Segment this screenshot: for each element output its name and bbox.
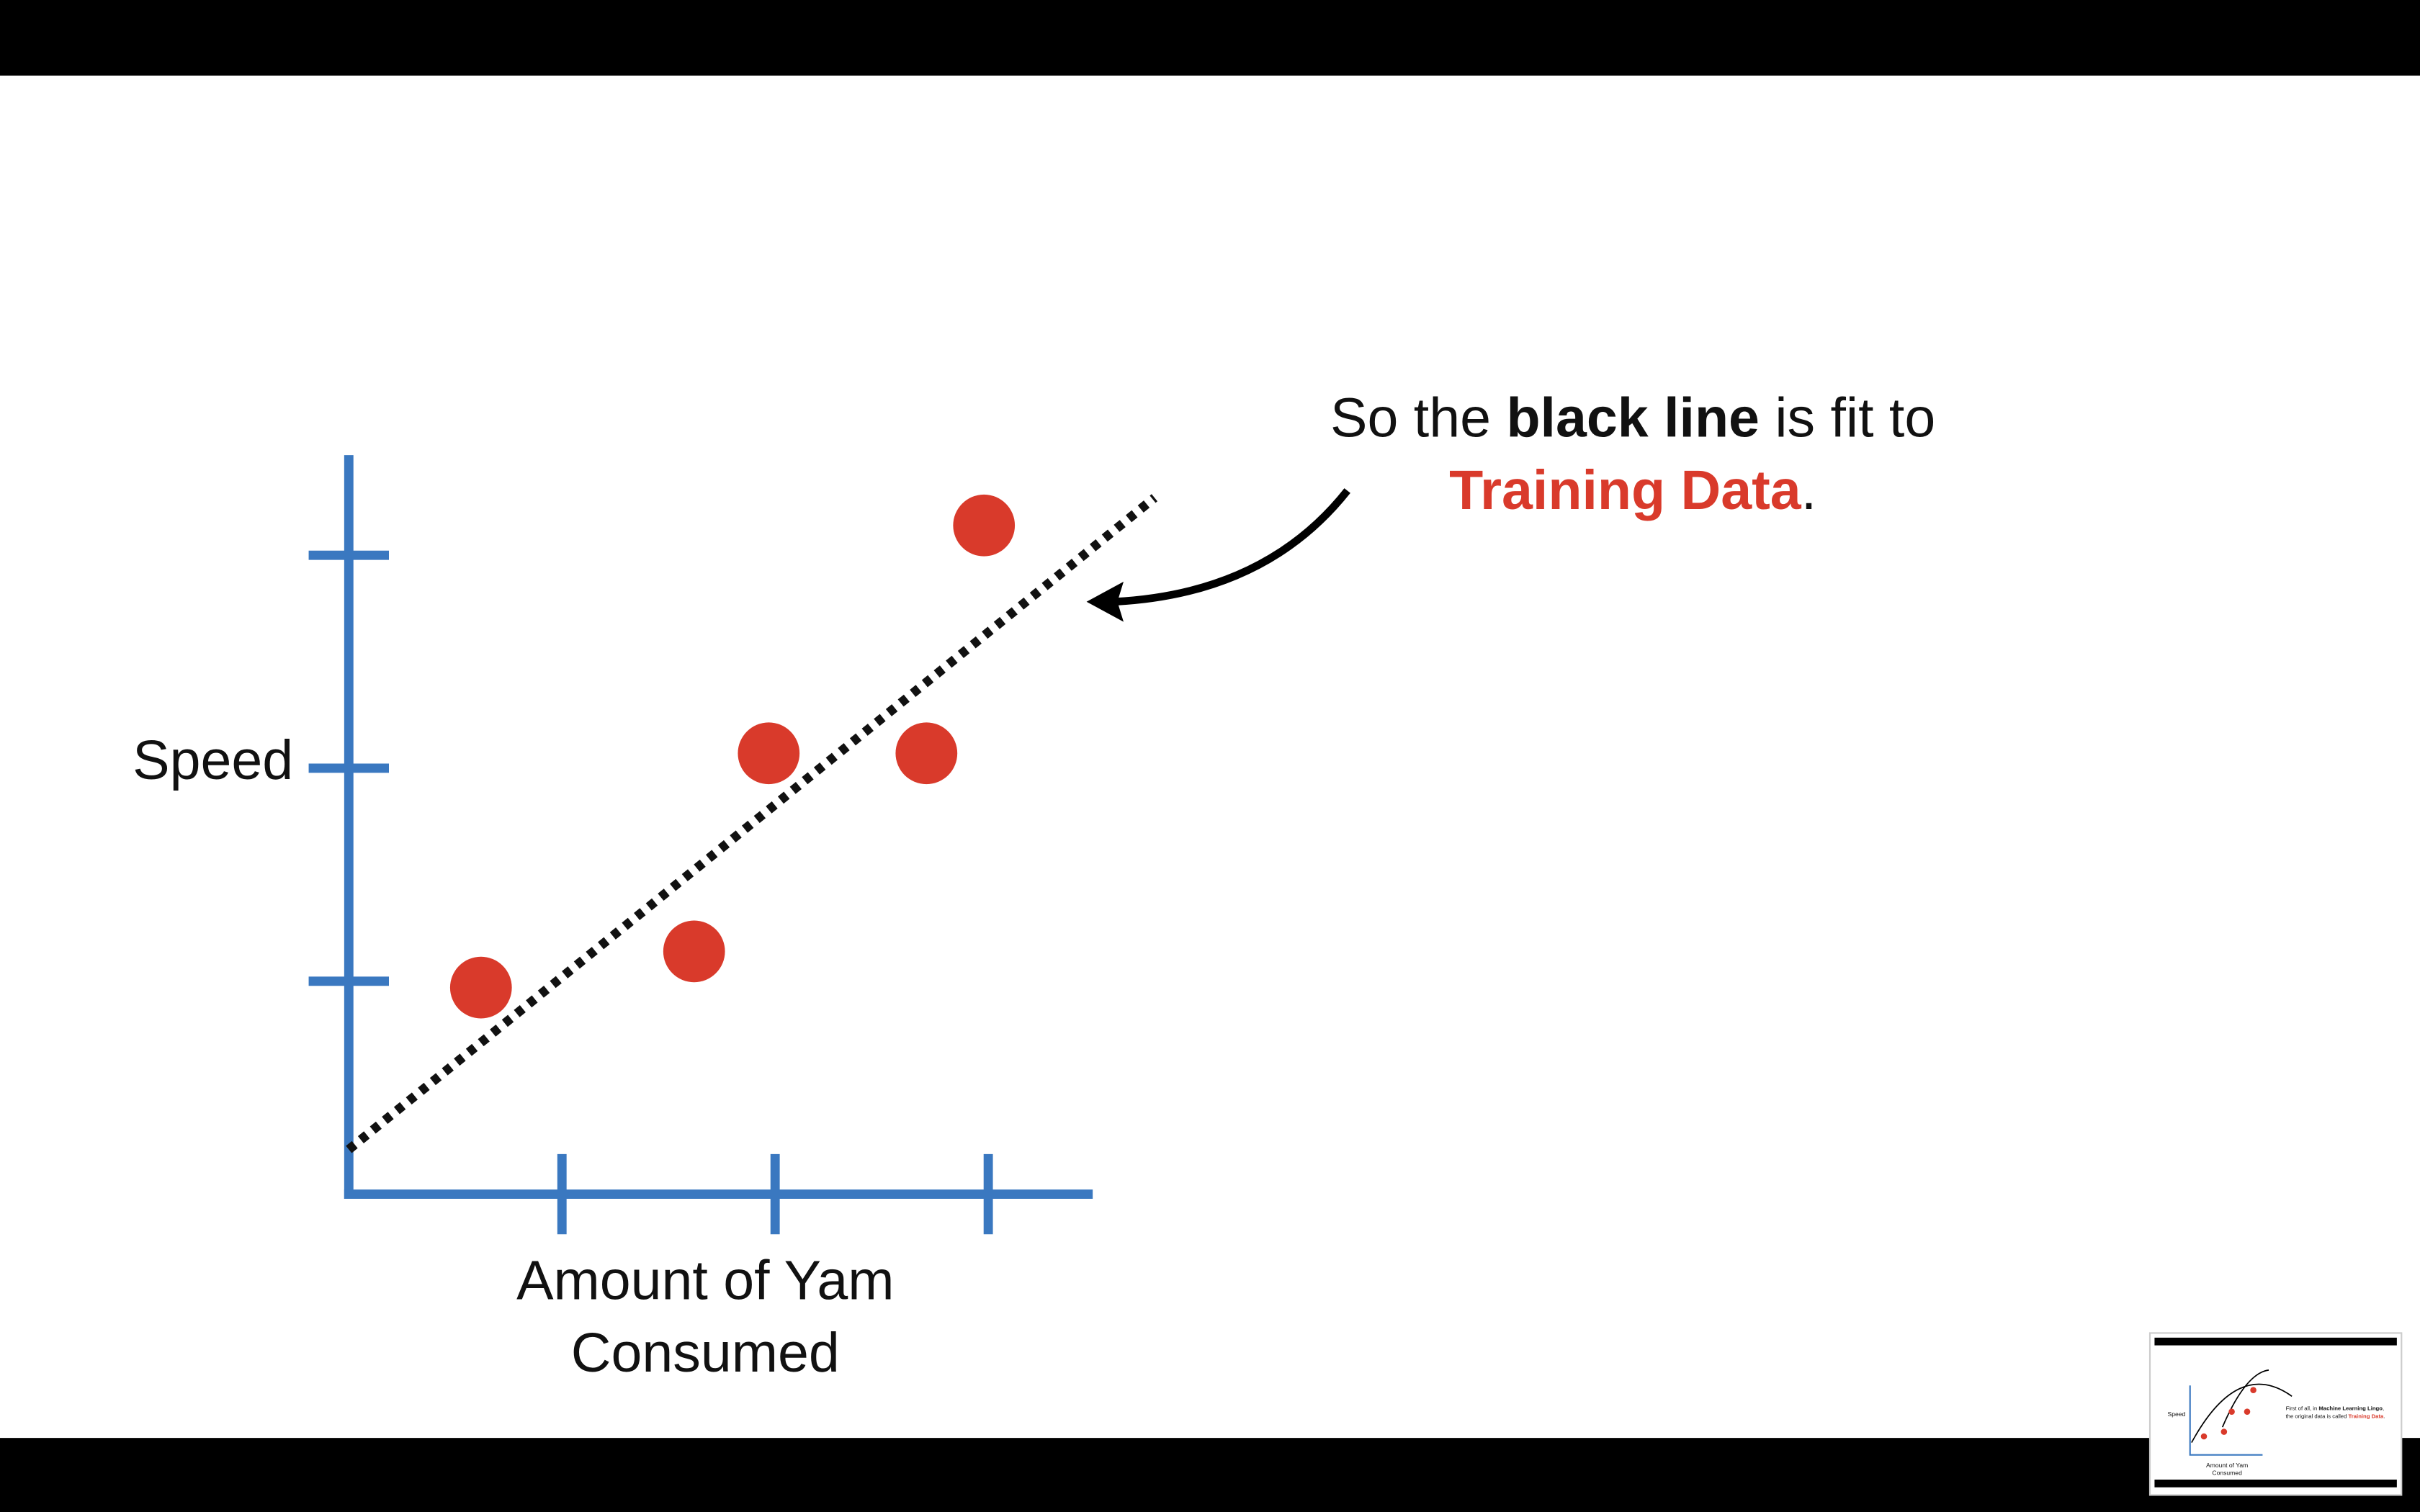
thumbnail-xlabel: Amount of Yam [2206, 1462, 2248, 1469]
annotation-bold: black line [1506, 387, 1760, 449]
thumbnail-bar [2154, 1480, 2397, 1488]
thumbnail[interactable]: Speed Amount of Yam Consumed First of al… [2148, 1332, 2403, 1496]
x-axis-label: Consumed [571, 1322, 840, 1384]
caption-text: First of all, in [2286, 1405, 2319, 1412]
caption-text: the original data is called [2286, 1413, 2349, 1419]
x-axis-label: Amount of Yam [516, 1249, 894, 1311]
annotation-highlight: Training Data [1449, 459, 1802, 521]
annotation-text: So the [1330, 387, 1506, 449]
arrow-head [1086, 581, 1124, 622]
annotation: So the black line is fit to [1330, 387, 1935, 449]
annotation: Training Data. [1449, 459, 1816, 521]
thumbnail-point [2200, 1433, 2208, 1440]
thumbnail-curves [2191, 1369, 2293, 1443]
data-point [895, 722, 958, 785]
annotation-text: . [1801, 459, 1816, 521]
thumbnail-bar [2154, 1337, 2397, 1346]
thumbnail-caption: First of all, in Machine Learning Lingo, [2286, 1405, 2385, 1412]
thumbnail-xlabel: Consumed [2212, 1470, 2242, 1477]
caption-bold: Machine Learning Lingo [2318, 1405, 2383, 1412]
caption-text: , [2383, 1405, 2384, 1412]
thumbnail-axes [2189, 1385, 2263, 1456]
thumbnail-point [2228, 1408, 2235, 1415]
arrow [1113, 488, 1350, 606]
thumbnail-caption: the original data is called Training Dat… [2286, 1413, 2385, 1419]
thumbnail-point [2220, 1428, 2228, 1435]
y-axis-label: Speed [133, 729, 293, 791]
annotation-text: is fit to [1760, 387, 1935, 449]
data-point [738, 722, 800, 785]
caption-text: . [2383, 1413, 2385, 1419]
data-point [449, 956, 512, 1019]
caption-highlight: Training Data [2349, 1413, 2385, 1419]
fit-line [346, 494, 1158, 1153]
thumbnail-point [2250, 1387, 2257, 1393]
slide [0, 76, 2420, 1439]
data-point [953, 494, 1016, 557]
thumbnail-ylabel: Speed [2168, 1410, 2186, 1418]
thumbnail-point [2244, 1408, 2251, 1415]
data-point [663, 920, 725, 983]
chart: Speed Amount of Yam Consumed [133, 455, 1158, 1384]
thumbnail-frame[interactable] [2148, 1332, 2403, 1496]
